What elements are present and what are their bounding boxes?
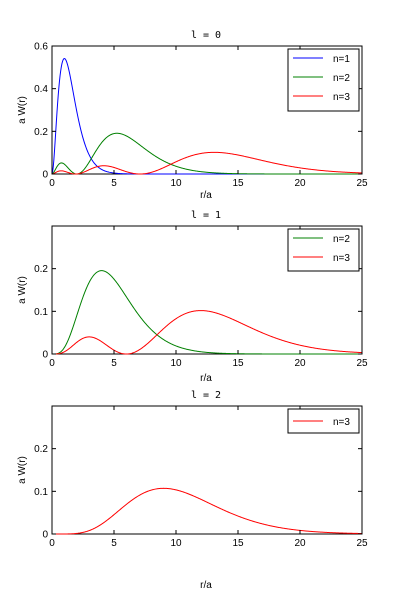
chart-title: l = 0 [191,30,221,41]
y-tick-label: 0.2 [34,264,48,275]
x-tick-label: 0 [49,538,55,549]
legend: n=1 n=2 n=3 [287,48,360,112]
y-tick-label: 0.6 [34,42,48,53]
axis-ticks: 0 5 10 15 20 25 0 0.1 0.2 [34,406,368,549]
chart-title: l = 2 [191,390,221,401]
legend-label: n=3 [333,92,350,103]
x-tick-label: 15 [232,178,244,189]
y-tick-label: 0 [42,350,48,361]
x-axis-label: r/a [200,580,212,591]
y-tick-label: 0.2 [34,444,48,455]
y-tick-label: 0.1 [34,307,48,318]
x-tick-label: 20 [294,538,306,549]
x-tick-label: 20 [294,358,306,369]
series-line-n=3 [51,151,363,175]
x-axis-label: r/a [200,190,212,201]
x-tick-label: 25 [356,358,368,369]
y-axis-label: a W(r) [17,456,28,484]
y-axis-label: a W(r) [17,276,28,304]
axis-ticks: 0 5 10 15 20 25 0 0.1 0.2 [34,226,368,369]
series-line-n=3 [52,487,363,535]
legend-box [287,228,360,272]
plot-panel: l = 2 0 5 10 15 20 25 0 0.1 0.2 r/a a W(r) n=3 [17,390,368,591]
x-tick-label: 10 [170,538,182,549]
data-curves [51,57,363,175]
x-tick-label: 10 [170,358,182,369]
legend: n=2 n=3 [287,228,360,272]
x-tick-label: 0 [49,358,55,369]
legend-label: n=2 [333,73,350,84]
y-axis-label: a W(r) [17,96,28,124]
data-curves [52,487,363,535]
data-curves [52,270,363,355]
plot-panel: l = 1 0 5 10 15 20 25 0 0.1 0.2 r/a a W(r) n=2 n… [17,210,368,384]
y-tick-label: 0.4 [34,84,48,95]
legend: n=3 [287,408,360,434]
x-axis-label: r/a [200,373,212,384]
x-tick-label: 25 [356,178,368,189]
y-tick-label: 0.1 [34,487,48,498]
series-line-n=2 [52,270,362,355]
x-tick-label: 5 [111,358,117,369]
x-tick-label: 20 [294,178,306,189]
legend-label: n=1 [333,54,350,65]
x-tick-label: 15 [232,358,244,369]
x-tick-label: 5 [111,178,117,189]
series-line-n=3 [52,310,363,355]
legend-label: n=3 [333,417,350,428]
x-tick-label: 5 [111,538,117,549]
plot-panel: l = 0 0 5 10 15 20 25 0 0.2 0.4 0.6 r/a a W(r) n=… [17,30,368,201]
x-tick-label: 25 [356,538,368,549]
legend-label: n=2 [333,234,350,245]
legend-box [287,48,360,112]
y-tick-label: 0 [42,530,48,541]
axis-ticks: 0 5 10 15 20 25 0 0.2 0.4 0.6 [34,42,368,190]
y-tick-label: 0 [42,170,48,181]
chart-title: l = 1 [191,210,221,221]
legend-label: n=3 [333,253,350,264]
x-tick-label: 15 [232,538,244,549]
x-tick-label: 10 [170,178,182,189]
y-tick-label: 0.2 [34,127,48,138]
x-tick-label: 0 [49,178,55,189]
series-line-n=2 [51,132,362,175]
